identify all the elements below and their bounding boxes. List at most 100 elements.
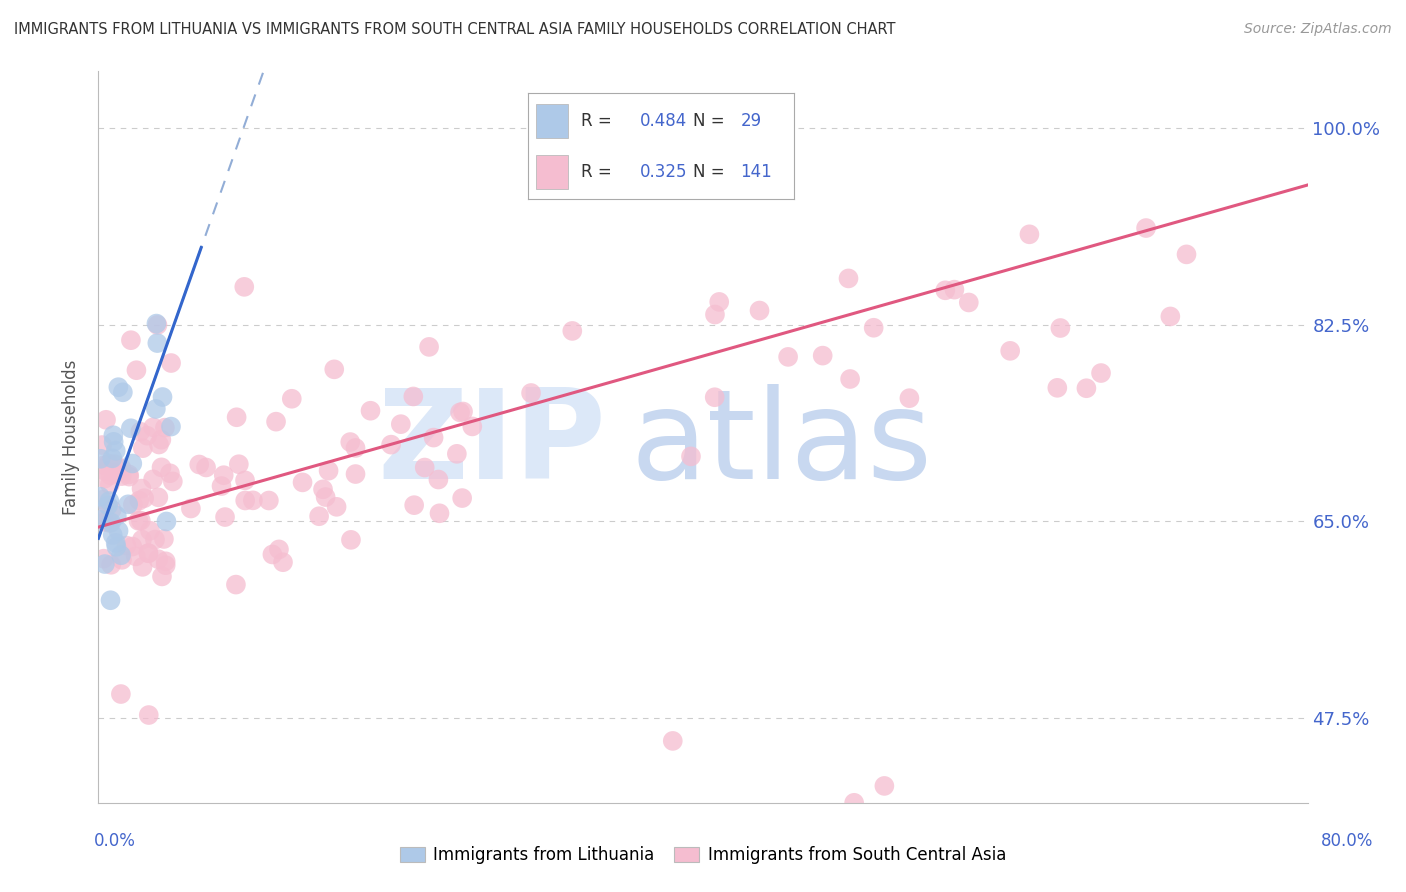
Point — [107, 380, 129, 394]
Point — [150, 460, 173, 475]
Point — [125, 363, 148, 377]
Point — [225, 577, 247, 591]
Point — [103, 466, 125, 480]
Point — [98, 494, 121, 508]
Point — [281, 392, 304, 406]
Point — [97, 499, 120, 513]
Point — [898, 391, 921, 405]
Point — [360, 403, 382, 417]
Point — [93, 508, 115, 522]
Point — [105, 508, 128, 523]
Point — [1046, 381, 1069, 395]
Point — [111, 469, 134, 483]
Point — [257, 493, 280, 508]
Point — [1076, 381, 1098, 395]
Point — [100, 468, 122, 483]
Point — [404, 498, 426, 512]
Point — [150, 433, 173, 447]
Point — [862, 320, 884, 334]
Point — [153, 420, 176, 434]
Point — [225, 410, 247, 425]
Point — [1175, 247, 1198, 261]
Point — [1090, 366, 1112, 380]
Point — [934, 283, 956, 297]
Point — [115, 539, 138, 553]
Point — [152, 390, 174, 404]
Point — [339, 435, 361, 450]
Point — [839, 372, 862, 386]
Y-axis label: Family Households: Family Households — [62, 359, 80, 515]
Point — [146, 336, 169, 351]
Point — [125, 549, 148, 564]
Point — [323, 362, 346, 376]
Point — [212, 468, 235, 483]
Point — [104, 443, 127, 458]
Point — [180, 501, 202, 516]
Point — [271, 555, 294, 569]
Point — [159, 467, 181, 481]
Point — [100, 502, 122, 516]
Text: ZIP: ZIP — [378, 384, 606, 505]
Point — [145, 317, 167, 331]
Point — [93, 551, 115, 566]
Point — [837, 271, 859, 285]
Point — [146, 318, 169, 332]
Point — [943, 283, 966, 297]
Point — [128, 493, 150, 508]
Point — [344, 441, 367, 455]
Point — [429, 506, 451, 520]
Point — [111, 385, 134, 400]
Point — [844, 796, 866, 810]
Point — [101, 528, 124, 542]
Text: atlas: atlas — [630, 384, 932, 505]
Text: Source: ZipAtlas.com: Source: ZipAtlas.com — [1244, 22, 1392, 37]
Point — [155, 515, 177, 529]
Point — [1018, 227, 1040, 242]
Point — [1135, 221, 1157, 235]
Point — [132, 441, 155, 455]
Point — [148, 437, 170, 451]
Point — [94, 413, 117, 427]
Point — [89, 513, 111, 527]
Point — [127, 514, 149, 528]
Text: 0.0%: 0.0% — [94, 831, 136, 849]
Point — [402, 389, 425, 403]
Point — [446, 447, 468, 461]
Point — [101, 451, 124, 466]
Point — [148, 491, 170, 505]
Point — [131, 482, 153, 496]
Point — [451, 404, 474, 418]
Point — [104, 536, 127, 550]
Point — [142, 472, 165, 486]
Point — [129, 425, 152, 439]
Point — [195, 460, 218, 475]
Point — [449, 405, 471, 419]
Text: IMMIGRANTS FROM LITHUANIA VS IMMIGRANTS FROM SOUTH CENTRAL ASIA FAMILY HOUSEHOLD: IMMIGRANTS FROM LITHUANIA VS IMMIGRANTS … — [14, 22, 896, 37]
Point — [118, 467, 141, 482]
Point — [233, 280, 256, 294]
Point — [89, 490, 111, 504]
Point — [145, 401, 167, 416]
Point — [308, 509, 330, 524]
Point — [90, 451, 112, 466]
Point — [117, 497, 139, 511]
Point — [561, 324, 583, 338]
Point — [143, 533, 166, 547]
Point — [957, 295, 980, 310]
Point — [134, 491, 156, 506]
Point — [91, 492, 114, 507]
Point — [380, 437, 402, 451]
Point — [100, 593, 122, 607]
Point — [131, 533, 153, 547]
Legend: Immigrants from Lithuania, Immigrants from South Central Asia: Immigrants from Lithuania, Immigrants fr… — [399, 846, 1007, 864]
Point — [98, 477, 121, 491]
Point — [661, 734, 683, 748]
Point — [318, 464, 340, 478]
Point — [188, 458, 211, 472]
Point — [110, 461, 132, 475]
Point — [267, 542, 290, 557]
Point — [94, 464, 117, 478]
Point — [389, 417, 412, 432]
Point — [344, 467, 367, 481]
Point — [105, 540, 128, 554]
